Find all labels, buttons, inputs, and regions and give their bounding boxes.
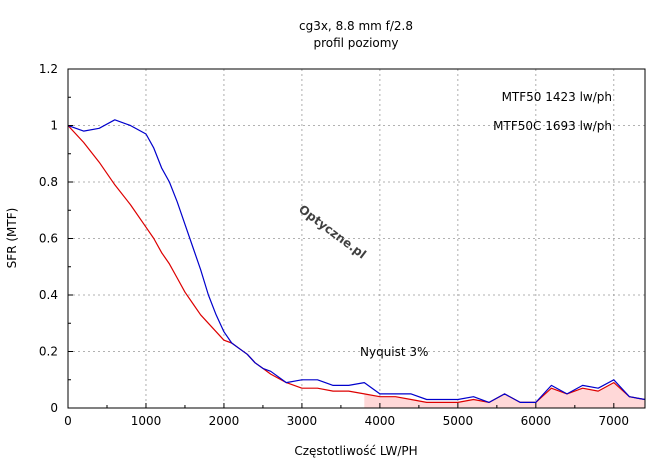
x-tick-label: 2000 [209, 414, 240, 428]
chart-title: cg3x, 8.8 mm f/2.8 [299, 19, 413, 33]
mtf50c-annotation: MTF50C 1693 lw/ph [493, 119, 612, 133]
grid-lines [68, 69, 645, 408]
y-tick-label: 0.8 [39, 175, 58, 189]
x-tick-label: 3000 [287, 414, 318, 428]
nyquist-fill [364, 382, 645, 408]
axis-ticks: 0 1000 2000 3000 4000 5000 6000 7000 0 0.2 0.4 0.6 0… [39, 62, 629, 428]
mtf50-annotation: MTF50 1423 lw/ph [502, 90, 612, 104]
y-tick-label: 1 [50, 119, 58, 133]
y-tick-label: 0.6 [39, 232, 58, 246]
x-tick-label: 5000 [443, 414, 474, 428]
nyquist-annotation: Nyquist 3% [360, 345, 428, 359]
y-tick-label: 0 [50, 401, 58, 415]
blue-series-line [67, 119, 646, 403]
x-axis-label: Częstotliwość LW/PH [294, 444, 417, 458]
y-axis-label: SFR (MTF) [5, 208, 19, 269]
x-tick-label: 0 [64, 414, 72, 428]
x-tick-label: 6000 [521, 414, 552, 428]
chart-subtitle: profil poziomy [313, 36, 398, 50]
x-tick-label: 1000 [131, 414, 162, 428]
x-tick-label: 7000 [599, 414, 630, 428]
y-tick-label: 0.2 [39, 345, 58, 359]
y-tick-label: 1.2 [39, 62, 58, 76]
y-tick-label: 0.4 [39, 288, 58, 302]
x-tick-label: 4000 [365, 414, 396, 428]
series-lines [67, 119, 646, 403]
nyquist-fill-area [364, 382, 645, 408]
